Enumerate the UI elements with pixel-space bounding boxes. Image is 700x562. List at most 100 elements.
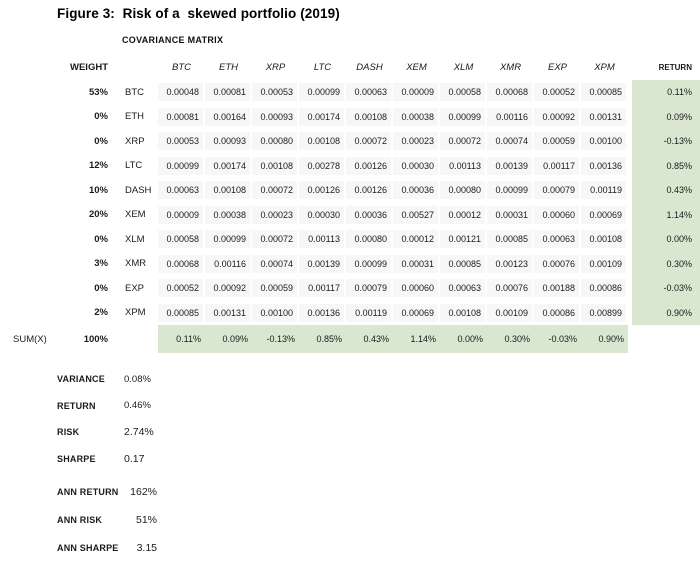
matrix-row-exp: 0% EXP 0.00052 0.00092 0.00059 0.00117 0.00079… xyxy=(0,276,700,301)
covariance-cell: 0.00052 xyxy=(158,279,203,298)
covariance-cell: 0.00086 xyxy=(534,303,579,322)
column-header-exp: EXP xyxy=(547,61,567,73)
row-values: 0.00085 0.00131 0.00100 0.00136 0.00119 0.000… xyxy=(158,303,628,322)
matrix-rows: 53% BTC 0.00048 0.00081 0.00053 0.00099 0.0006… xyxy=(0,80,700,325)
covariance-cell: 0.00072 xyxy=(252,181,297,200)
covariance-cell: 0.00085 xyxy=(581,83,626,102)
covariance-cell: 0.00099 xyxy=(158,156,203,175)
column-header-eth: ETH xyxy=(219,61,238,73)
covariance-cell: 0.00139 xyxy=(487,156,532,175)
sum-value-cell: 0.11% xyxy=(176,334,201,344)
stat-row-sharpe: SHARPE 0.17 xyxy=(57,446,154,473)
covariance-cell: 0.00053 xyxy=(158,132,203,151)
covariance-cell: 0.00108 xyxy=(581,230,626,249)
weight-value: 0% xyxy=(94,111,108,123)
ann-stat-value: 3.15 xyxy=(136,542,157,554)
covariance-cell: 0.00074 xyxy=(252,254,297,273)
covariance-cell: 0.00099 xyxy=(346,254,391,273)
matrix-row-xmr: 3% XMR 0.00068 0.00116 0.00074 0.00139 0.00099… xyxy=(0,251,700,276)
covariance-cell: 0.00030 xyxy=(393,156,438,175)
stat-label: SHARPE xyxy=(57,453,96,464)
covariance-cell: 0.00126 xyxy=(346,181,391,200)
asset-label: BTC xyxy=(125,86,144,98)
asset-column-headers: BTC ETH XRP LTC DASH XEM XLM XMR EXP XPM xyxy=(158,62,628,73)
covariance-cell: 0.00093 xyxy=(205,132,250,151)
covariance-cell: 0.00108 xyxy=(205,181,250,200)
covariance-cell: 0.00126 xyxy=(299,181,344,200)
sum-row: SUM(X) 100% 0.11% 0.09% -0.13% 0.85% 0.43% 1.… xyxy=(0,325,700,353)
covariance-cell: 0.00063 xyxy=(346,83,391,102)
matrix-row-eth: 0% ETH 0.00081 0.00164 0.00093 0.00174 0.00108… xyxy=(0,104,700,129)
return-cell: 0.11% xyxy=(632,80,700,105)
covariance-cell: 0.00119 xyxy=(581,181,626,200)
covariance-cell: 0.00899 xyxy=(581,303,626,322)
stat-label: VARIANCE xyxy=(57,374,105,385)
covariance-cell: 0.00063 xyxy=(158,181,203,200)
covariance-cell: 0.00079 xyxy=(534,181,579,200)
covariance-cell: 0.00527 xyxy=(393,205,438,224)
covariance-cell: 0.00072 xyxy=(440,132,485,151)
column-header-dash: DASH xyxy=(356,61,383,73)
covariance-cell: 0.00009 xyxy=(158,205,203,224)
covariance-cell: 0.00060 xyxy=(393,279,438,298)
covariance-cell: 0.00059 xyxy=(252,279,297,298)
column-header-xem: XEM xyxy=(406,61,427,73)
covariance-cell: 0.00099 xyxy=(487,181,532,200)
covariance-cell: 0.00074 xyxy=(487,132,532,151)
covariance-cell: 0.00117 xyxy=(534,156,579,175)
return-cell: -0.13% xyxy=(632,129,700,154)
ann-stat-label: ANN SHARPE xyxy=(57,543,119,553)
column-header-xmr: XMR xyxy=(499,61,522,73)
stat-row-risk: RISK 2.74% xyxy=(57,419,154,446)
figure-title: Figure 3: Risk of a skewed portfolio (20… xyxy=(57,6,340,21)
return-cell: 0.30% xyxy=(632,251,700,276)
row-values: 0.00009 0.00038 0.00023 0.00030 0.00036 0.005… xyxy=(158,205,628,224)
column-header-xrp: XRP xyxy=(265,61,286,73)
annualized-stats-block: ANN RETURN 162% ANN RISK 51% ANN SHARPE 3.15 xyxy=(57,478,157,562)
sum-value-cell: -0.03% xyxy=(548,334,577,344)
covariance-cell: 0.00048 xyxy=(158,83,203,102)
return-cell: 0.43% xyxy=(632,178,700,203)
covariance-cell: 0.00069 xyxy=(393,303,438,322)
weight-value: 3% xyxy=(94,258,108,270)
matrix-header-row: WEIGHT BTC ETH XRP LTC DASH XEM XLM XMR EXP XPM R… xyxy=(0,54,700,80)
stat-value: 0.46% xyxy=(124,400,151,412)
column-header-btc: BTC xyxy=(172,61,191,73)
weight-value: 0% xyxy=(94,282,108,294)
ann-stat-value: 51% xyxy=(135,514,157,526)
sum-value-cell: 0.43% xyxy=(363,334,389,344)
stat-value: 2.74% xyxy=(124,426,154,439)
covariance-cell: 0.00117 xyxy=(299,279,344,298)
covariance-cell: 0.00108 xyxy=(252,156,297,175)
matrix-row-dash: 10% DASH 0.00063 0.00108 0.00072 0.00126 0.001… xyxy=(0,178,700,203)
covariance-cell: 0.00080 xyxy=(440,181,485,200)
covariance-cell: 0.00030 xyxy=(299,205,344,224)
asset-label: XRP xyxy=(125,135,145,147)
stat-row-variance: VARIANCE 0.08% xyxy=(57,366,154,393)
covariance-cell: 0.00174 xyxy=(205,156,250,175)
covariance-cell: 0.00085 xyxy=(158,303,203,322)
total-weight-value: 100% xyxy=(83,333,108,345)
sum-value-cell: 0.85% xyxy=(316,334,342,344)
covariance-cell: 0.00053 xyxy=(252,83,297,102)
ann-stat-row-ann-sharpe: ANN SHARPE 3.15 xyxy=(57,534,157,562)
covariance-cell: 0.00099 xyxy=(205,230,250,249)
row-values: 0.00081 0.00164 0.00093 0.00174 0.00108 0.000… xyxy=(158,107,628,126)
covariance-cell: 0.00063 xyxy=(534,230,579,249)
sum-value-cell: 1.14% xyxy=(410,334,436,344)
covariance-cell: 0.00278 xyxy=(299,156,344,175)
covariance-cell: 0.00108 xyxy=(299,132,344,151)
covariance-cell: 0.00099 xyxy=(440,107,485,126)
covariance-cell: 0.00012 xyxy=(393,230,438,249)
covariance-cell: 0.00108 xyxy=(346,107,391,126)
sum-value-cell: 0.90% xyxy=(598,334,624,344)
covariance-cell: 0.00079 xyxy=(346,279,391,298)
weight-value: 0% xyxy=(94,135,108,147)
covariance-cell: 0.00059 xyxy=(534,132,579,151)
covariance-cell: 0.00116 xyxy=(205,254,250,273)
covariance-cell: 0.00092 xyxy=(534,107,579,126)
asset-label: XEM xyxy=(125,209,146,221)
covariance-cell: 0.00012 xyxy=(440,205,485,224)
covariance-cell: 0.00068 xyxy=(487,83,532,102)
